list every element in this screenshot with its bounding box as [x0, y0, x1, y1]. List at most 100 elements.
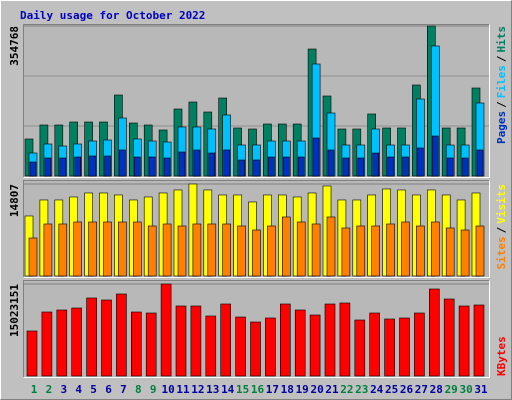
x-tick-label: 17 — [266, 383, 279, 396]
x-tick-label: 9 — [150, 383, 157, 396]
x-tick-label: 28 — [430, 383, 443, 396]
bar — [402, 156, 409, 177]
bar — [193, 149, 201, 177]
legend-entry: Pages — [495, 111, 508, 144]
x-tick-label: 20 — [310, 383, 323, 396]
bar — [387, 156, 394, 177]
bar — [282, 156, 290, 177]
x-tick-label: 3 — [60, 383, 67, 396]
bar — [476, 149, 484, 177]
x-tick-label: 15 — [236, 383, 249, 396]
x-tick-label: 30 — [459, 383, 472, 396]
bar — [265, 317, 276, 377]
x-tick-label: 21 — [325, 383, 339, 396]
bar — [372, 152, 380, 177]
legend-entry: Visits — [495, 184, 508, 224]
bar — [446, 157, 454, 177]
bar — [339, 302, 351, 377]
bar — [414, 312, 425, 377]
bar — [279, 303, 291, 377]
legend-separator: / — [495, 101, 508, 108]
x-tick-label: 16 — [251, 383, 265, 396]
bar — [326, 216, 336, 277]
bar — [89, 155, 96, 177]
bar — [250, 321, 261, 377]
bar — [148, 156, 156, 177]
bar — [384, 318, 395, 377]
x-tick-label: 2 — [46, 383, 53, 396]
bar — [342, 157, 350, 177]
x-tick-label: 12 — [191, 383, 204, 396]
bar — [29, 161, 37, 177]
x-tick-label: 25 — [385, 383, 398, 396]
bar — [116, 293, 127, 377]
bar — [73, 221, 82, 277]
x-tick-label: 27 — [415, 383, 428, 396]
bar — [281, 216, 291, 277]
bar — [296, 221, 306, 277]
bar — [445, 227, 455, 277]
legend: Pages / Files / Hits — [495, 26, 508, 144]
panel-highlight — [23, 180, 490, 278]
bar — [460, 229, 470, 277]
bar — [399, 317, 410, 377]
bar — [41, 311, 53, 377]
x-tick-label: 23 — [355, 383, 368, 396]
bar — [145, 312, 157, 377]
bar — [160, 283, 172, 377]
bar — [175, 305, 187, 377]
bar — [220, 303, 231, 377]
legend-entry: Sites — [495, 236, 508, 269]
bar — [43, 223, 53, 277]
x-tick-label: 4 — [75, 383, 82, 396]
bar — [26, 330, 38, 377]
bar — [401, 221, 410, 277]
bar — [205, 315, 217, 377]
bar — [312, 137, 320, 177]
bar — [131, 311, 142, 377]
bar — [461, 157, 469, 177]
x-tick-label: 22 — [340, 383, 353, 396]
legend-entry: Files — [495, 65, 508, 98]
bar — [309, 314, 321, 377]
bar — [223, 149, 230, 177]
x-tick-label: 24 — [370, 383, 384, 396]
bar — [58, 223, 68, 277]
x-tick-label: 8 — [135, 383, 142, 396]
bar — [237, 225, 246, 277]
panel-shadow — [23, 180, 490, 278]
bar — [428, 288, 440, 377]
x-tick-label: 7 — [120, 383, 127, 396]
bar — [369, 312, 381, 377]
bar — [253, 159, 260, 177]
y-tick-label: 15023151 — [8, 284, 21, 337]
bar — [324, 303, 336, 377]
x-tick-label: 6 — [105, 383, 112, 396]
bar — [88, 221, 97, 277]
x-tick-label: 14 — [221, 383, 235, 396]
bar — [104, 155, 111, 177]
bar — [101, 299, 112, 377]
bar — [430, 221, 440, 277]
bar — [147, 225, 157, 277]
legend-separator: / — [495, 226, 508, 233]
x-tick-label: 1 — [31, 383, 38, 396]
x-tick-label: 5 — [90, 383, 97, 396]
panel-shadow — [23, 280, 490, 378]
bar — [86, 297, 97, 377]
bar — [71, 307, 82, 377]
bar — [443, 298, 455, 377]
bar — [74, 156, 81, 177]
bar — [473, 304, 485, 377]
bar — [311, 223, 321, 277]
x-tick-label: 26 — [400, 383, 414, 396]
panel-highlight — [23, 280, 490, 378]
bar — [178, 151, 186, 177]
bar — [341, 227, 351, 277]
x-tick-label: 13 — [206, 383, 219, 396]
y-tick-label: 14807 — [8, 184, 21, 217]
bar — [59, 157, 67, 177]
panel-shadow — [23, 24, 490, 178]
x-tick-label: 11 — [176, 383, 190, 396]
legend-entry: Hits — [495, 26, 508, 53]
